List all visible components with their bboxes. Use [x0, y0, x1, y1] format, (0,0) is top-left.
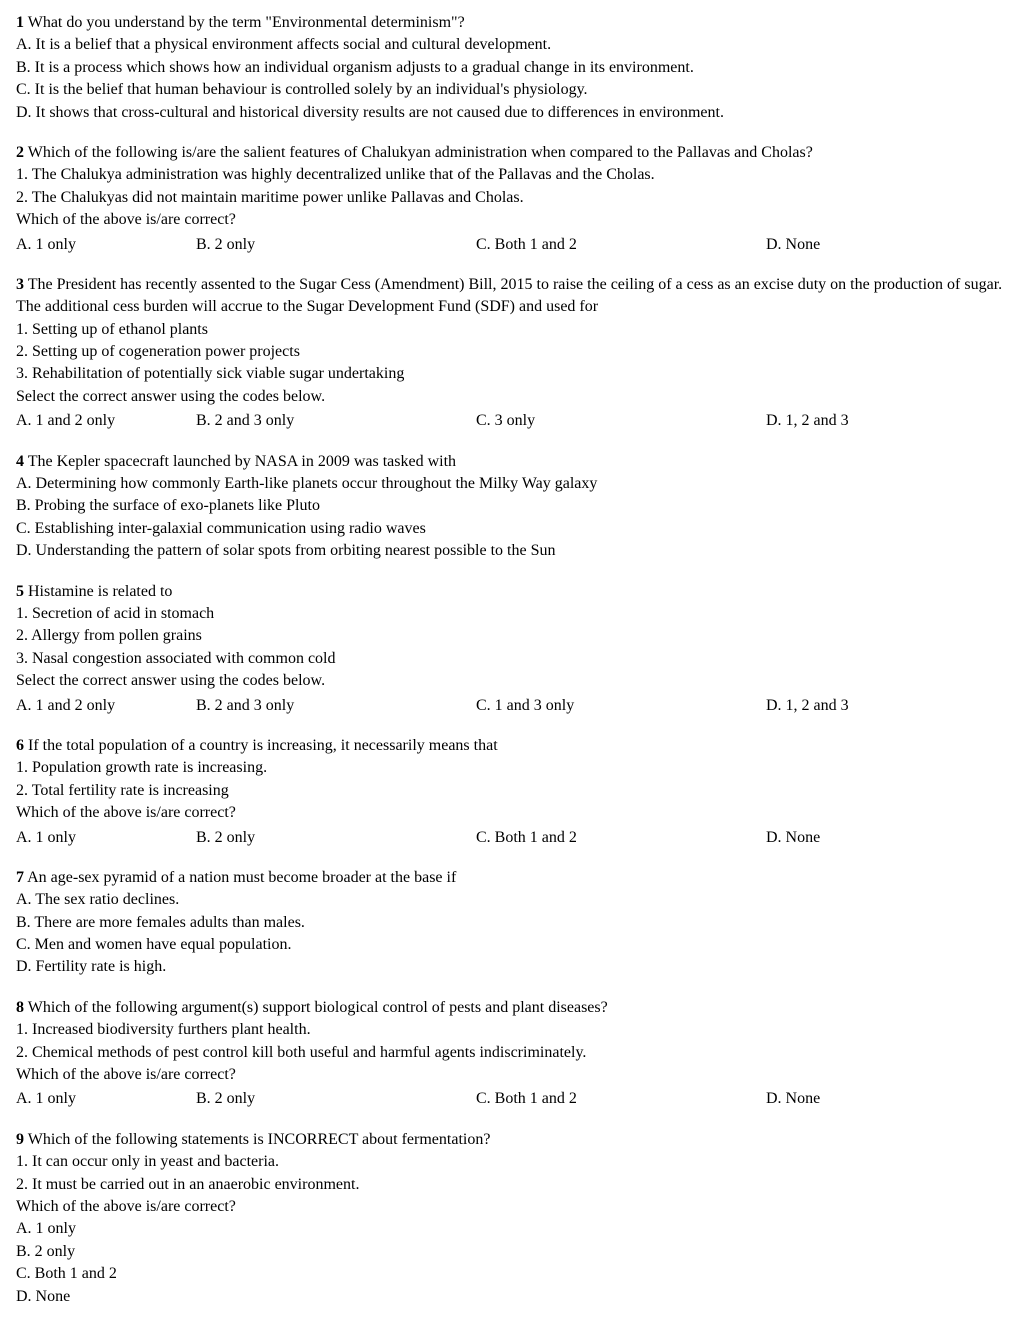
- question-line: A. 1 only: [16, 1218, 1004, 1240]
- question-line: C. Both 1 and 2: [16, 1263, 1004, 1285]
- options-row: A. 1 onlyB. 2 onlyC. Both 1 and 2D. None: [16, 234, 1004, 256]
- question-block: 5 Histamine is related to1. Secretion of…: [16, 581, 1004, 717]
- option-c: C. 3 only: [476, 410, 766, 432]
- question-text: 9 Which of the following statements is I…: [16, 1129, 1004, 1151]
- option-a: A. 1 and 2 only: [16, 410, 196, 432]
- question-line: 3. Rehabilitation of potentially sick vi…: [16, 363, 1004, 385]
- question-number: 5: [16, 583, 24, 600]
- question-line: C. It is the belief that human behaviour…: [16, 79, 1004, 101]
- question-line: B. It is a process which shows how an in…: [16, 57, 1004, 79]
- question-block: 9 Which of the following statements is I…: [16, 1129, 1004, 1308]
- option-b: B. 2 only: [196, 827, 476, 849]
- question-body: Which of the following argument(s) suppo…: [24, 999, 608, 1016]
- question-line: D. Fertility rate is high.: [16, 956, 1004, 978]
- question-body: The President has recently assented to t…: [16, 276, 1002, 315]
- options-row: A. 1 and 2 onlyB. 2 and 3 onlyC. 1 and 3…: [16, 695, 1004, 717]
- option-c: C. Both 1 and 2: [476, 1088, 766, 1110]
- question-text: 2 Which of the following is/are the sali…: [16, 142, 1004, 164]
- question-block: 3 The President has recently assented to…: [16, 274, 1004, 433]
- question-line: B. Probing the surface of exo-planets li…: [16, 495, 1004, 517]
- question-line: 3. Nasal congestion associated with comm…: [16, 648, 1004, 670]
- question-block: 8 Which of the following argument(s) sup…: [16, 997, 1004, 1111]
- question-block: 2 Which of the following is/are the sali…: [16, 142, 1004, 256]
- option-c: C. Both 1 and 2: [476, 827, 766, 849]
- question-text: 4 The Kepler spacecraft launched by NASA…: [16, 451, 1004, 473]
- option-a: A. 1 only: [16, 827, 196, 849]
- question-line: Select the correct answer using the code…: [16, 670, 1004, 692]
- question-line: A. Determining how commonly Earth-like p…: [16, 473, 1004, 495]
- question-number: 7: [16, 869, 24, 886]
- question-text: 8 Which of the following argument(s) sup…: [16, 997, 1004, 1019]
- question-block: 6 If the total population of a country i…: [16, 735, 1004, 849]
- option-d: D. 1, 2 and 3: [766, 410, 1004, 432]
- question-line: D. None: [16, 1286, 1004, 1308]
- question-line: 1. Increased biodiversity furthers plant…: [16, 1019, 1004, 1041]
- question-line: B. 2 only: [16, 1241, 1004, 1263]
- question-body: The Kepler spacecraft launched by NASA i…: [24, 453, 456, 470]
- question-text: 1 What do you understand by the term "En…: [16, 12, 1004, 34]
- question-number: 2: [16, 144, 24, 161]
- question-number: 8: [16, 999, 24, 1016]
- option-d: D. None: [766, 1088, 1004, 1110]
- question-number: 4: [16, 453, 24, 470]
- question-line: Select the correct answer using the code…: [16, 386, 1004, 408]
- question-text: 7 An age-sex pyramid of a nation must be…: [16, 867, 1004, 889]
- question-text: 5 Histamine is related to: [16, 581, 1004, 603]
- question-body: Which of the following is/are the salien…: [24, 144, 813, 161]
- option-b: B. 2 and 3 only: [196, 695, 476, 717]
- option-b: B. 2 only: [196, 1088, 476, 1110]
- question-line: 2. Setting up of cogeneration power proj…: [16, 341, 1004, 363]
- question-line: Which of the above is/are correct?: [16, 209, 1004, 231]
- option-a: A. 1 only: [16, 1088, 196, 1110]
- question-body: Histamine is related to: [24, 583, 172, 600]
- question-number: 3: [16, 276, 24, 293]
- option-d: D. None: [766, 234, 1004, 256]
- question-line: C. Establishing inter-galaxial communica…: [16, 518, 1004, 540]
- question-line: 1. Population growth rate is increasing.: [16, 757, 1004, 779]
- question-line: 2. Total fertility rate is increasing: [16, 780, 1004, 802]
- option-a: A. 1 only: [16, 234, 196, 256]
- question-line: 1. It can occur only in yeast and bacter…: [16, 1151, 1004, 1173]
- option-d: D. None: [766, 827, 1004, 849]
- options-row: A. 1 onlyB. 2 onlyC. Both 1 and 2D. None: [16, 827, 1004, 849]
- question-text: 6 If the total population of a country i…: [16, 735, 1004, 757]
- question-line: 1. Setting up of ethanol plants: [16, 319, 1004, 341]
- question-line: 2. It must be carried out in an anaerobi…: [16, 1174, 1004, 1196]
- options-row: A. 1 onlyB. 2 onlyC. Both 1 and 2D. None: [16, 1088, 1004, 1110]
- question-line: B. There are more females adults than ma…: [16, 912, 1004, 934]
- question-line: 2. The Chalukyas did not maintain mariti…: [16, 187, 1004, 209]
- question-text: 3 The President has recently assented to…: [16, 274, 1004, 319]
- option-a: A. 1 and 2 only: [16, 695, 196, 717]
- questions-container: 1 What do you understand by the term "En…: [16, 12, 1004, 1308]
- question-body: An age-sex pyramid of a nation must beco…: [24, 869, 456, 886]
- question-line: D. Understanding the pattern of solar sp…: [16, 540, 1004, 562]
- option-c: C. 1 and 3 only: [476, 695, 766, 717]
- question-number: 9: [16, 1131, 24, 1148]
- question-line: Which of the above is/are correct?: [16, 1064, 1004, 1086]
- question-block: 7 An age-sex pyramid of a nation must be…: [16, 867, 1004, 979]
- question-line: Which of the above is/are correct?: [16, 1196, 1004, 1218]
- question-line: 2. Chemical methods of pest control kill…: [16, 1042, 1004, 1064]
- question-body: What do you understand by the term "Envi…: [24, 14, 465, 31]
- question-body: Which of the following statements is INC…: [24, 1131, 490, 1148]
- option-d: D. 1, 2 and 3: [766, 695, 1004, 717]
- question-line: 1. Secretion of acid in stomach: [16, 603, 1004, 625]
- option-b: B. 2 and 3 only: [196, 410, 476, 432]
- question-line: 1. The Chalukya administration was highl…: [16, 164, 1004, 186]
- question-line: 2. Allergy from pollen grains: [16, 625, 1004, 647]
- options-row: A. 1 and 2 onlyB. 2 and 3 onlyC. 3 onlyD…: [16, 410, 1004, 432]
- question-line: C. Men and women have equal population.: [16, 934, 1004, 956]
- option-b: B. 2 only: [196, 234, 476, 256]
- question-block: 4 The Kepler spacecraft launched by NASA…: [16, 451, 1004, 563]
- question-line: D. It shows that cross-cultural and hist…: [16, 102, 1004, 124]
- question-line: Which of the above is/are correct?: [16, 802, 1004, 824]
- option-c: C. Both 1 and 2: [476, 234, 766, 256]
- question-block: 1 What do you understand by the term "En…: [16, 12, 1004, 124]
- question-number: 6: [16, 737, 24, 754]
- question-body: If the total population of a country is …: [24, 737, 498, 754]
- question-line: A. The sex ratio declines.: [16, 889, 1004, 911]
- question-number: 1: [16, 14, 24, 31]
- question-line: A. It is a belief that a physical enviro…: [16, 34, 1004, 56]
